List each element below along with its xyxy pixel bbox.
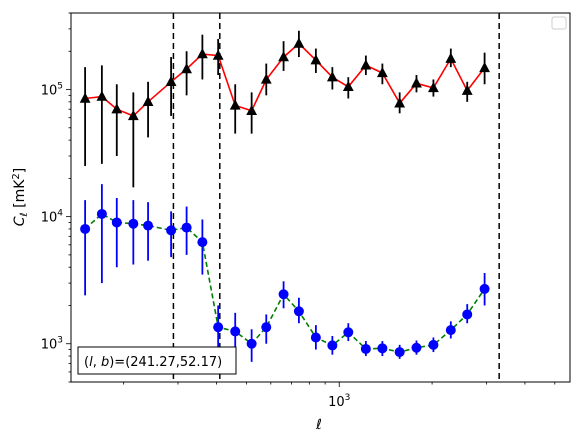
data-point bbox=[142, 95, 154, 107]
data-point bbox=[261, 322, 272, 333]
data-point bbox=[246, 338, 257, 349]
data-point bbox=[181, 222, 192, 233]
data-point bbox=[479, 61, 490, 73]
data-point bbox=[461, 84, 473, 95]
x-axis-label: ℓ bbox=[315, 417, 322, 433]
data-point bbox=[96, 90, 108, 101]
data-point bbox=[96, 208, 107, 219]
x-tick-label: 103 bbox=[328, 393, 350, 410]
data-point bbox=[428, 339, 439, 350]
data-point bbox=[310, 332, 321, 343]
data-point bbox=[229, 99, 241, 110]
plot-background bbox=[71, 13, 570, 382]
y-axis-label: Cℓ [mK2] bbox=[11, 168, 30, 227]
data-point bbox=[166, 225, 177, 236]
y-tick-label: 105 bbox=[41, 82, 63, 99]
y-tick-label: 104 bbox=[41, 209, 64, 226]
svg-text:(l, b)=(241.27,52.17): (l, b)=(241.27,52.17) bbox=[84, 355, 222, 370]
data-point bbox=[181, 63, 193, 74]
data-point bbox=[479, 283, 490, 294]
annotation-l: l bbox=[89, 355, 93, 370]
data-point bbox=[377, 343, 388, 354]
data-point bbox=[79, 92, 91, 103]
data-point bbox=[260, 73, 272, 84]
series-1 bbox=[79, 30, 490, 188]
data-point bbox=[376, 66, 388, 78]
annotation-prefix: ( bbox=[84, 355, 89, 370]
data-point bbox=[445, 52, 457, 63]
data-point bbox=[445, 325, 456, 336]
data-point bbox=[278, 51, 289, 62]
vertical-lines bbox=[172, 13, 500, 382]
data-point bbox=[127, 109, 139, 121]
data-point bbox=[165, 75, 177, 87]
data-point bbox=[278, 289, 289, 300]
series-2 bbox=[80, 184, 490, 362]
data-point bbox=[230, 326, 241, 337]
annotation-sep: , bbox=[93, 355, 101, 370]
annotation-box: (l, b)=(241.27,52.17) bbox=[77, 346, 237, 375]
data-point bbox=[310, 54, 322, 65]
data-point bbox=[428, 81, 439, 93]
data-point bbox=[246, 104, 258, 116]
data-point bbox=[111, 103, 123, 114]
data-point bbox=[128, 218, 139, 229]
data-point bbox=[326, 71, 338, 82]
data-point bbox=[394, 97, 406, 108]
data-point bbox=[293, 37, 305, 48]
legend-box bbox=[551, 16, 567, 30]
annotation-suffix: )=(241.27,52.17) bbox=[109, 355, 222, 370]
series-layer bbox=[79, 30, 490, 362]
data-point bbox=[111, 217, 122, 228]
data-point bbox=[293, 306, 304, 317]
data-point bbox=[360, 59, 372, 70]
data-point bbox=[411, 77, 422, 88]
data-point bbox=[80, 223, 91, 234]
data-point bbox=[394, 347, 405, 358]
data-point bbox=[327, 340, 338, 351]
annotation-b: b bbox=[101, 355, 109, 370]
data-point bbox=[213, 322, 224, 333]
data-point bbox=[143, 220, 154, 231]
data-point bbox=[360, 343, 371, 354]
data-point bbox=[197, 237, 208, 248]
data-point bbox=[411, 342, 422, 353]
data-point bbox=[342, 80, 354, 92]
data-point bbox=[462, 309, 473, 320]
data-point bbox=[196, 48, 208, 59]
data-point bbox=[212, 49, 224, 60]
data-point bbox=[343, 327, 354, 338]
y-tick-label: 103 bbox=[41, 336, 63, 353]
plot-frame bbox=[70, 12, 571, 383]
